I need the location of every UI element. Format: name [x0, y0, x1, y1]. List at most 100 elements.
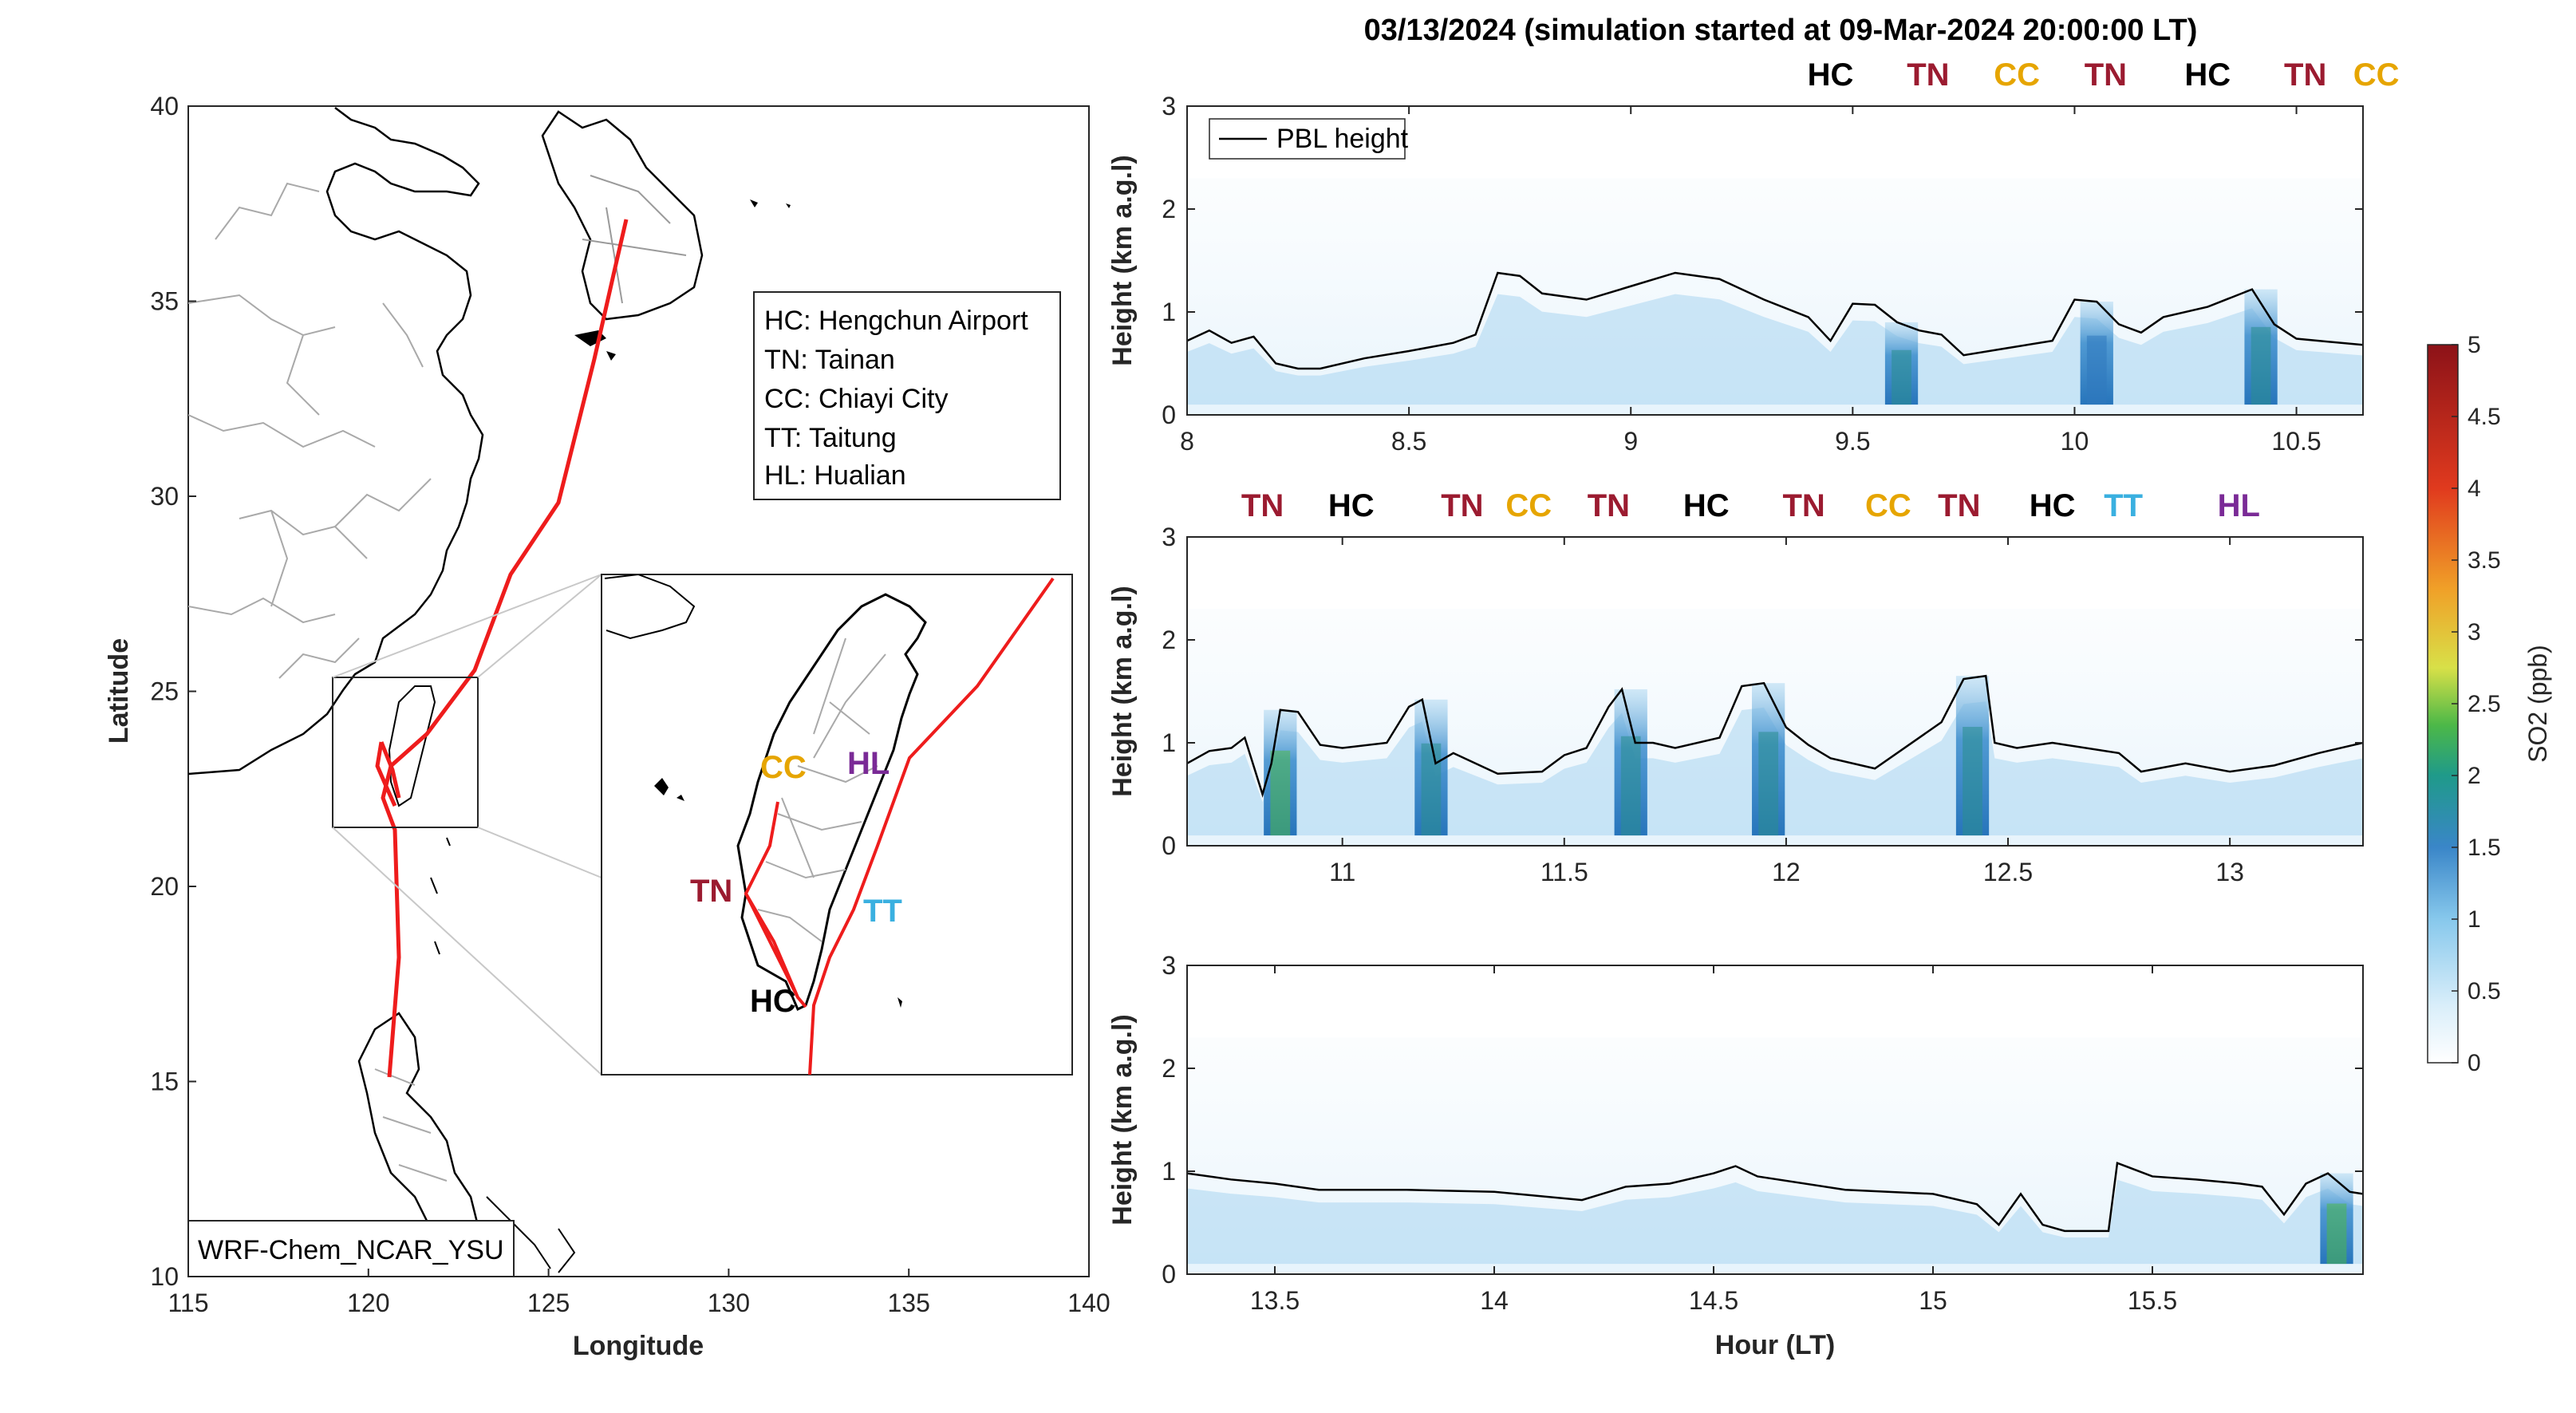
x-tick-label: 13.5	[1250, 1286, 1300, 1315]
map-x-ticks: 115 120 125 130 135 140	[168, 1269, 1110, 1317]
y-tick-label: 3	[1162, 951, 1176, 980]
site-label-cc: CC	[2353, 57, 2400, 93]
pbl-legend-label: PBL height	[1276, 124, 1409, 154]
plot-frame	[1186, 965, 2364, 1275]
pbl-height-line	[1187, 1161, 2363, 1233]
plot-frame	[1186, 536, 2364, 847]
colorbar-tick-label: 3	[2468, 619, 2481, 645]
so2-boundary-layer-field	[1187, 294, 2363, 405]
taiwan-inset-map: CC HL TN TT HC	[601, 574, 1073, 1076]
y-tick-label: 1	[1162, 1157, 1176, 1186]
site-label-hl: HL	[2218, 488, 2260, 523]
map-x-label: Longitude	[573, 1331, 704, 1361]
map-coastlines	[188, 107, 791, 1273]
y-tick-label: 3	[1162, 92, 1176, 120]
x-tick-label: 10.5	[2271, 427, 2321, 456]
x-tick-label: 12	[1772, 858, 1801, 886]
x-tick-label: 15	[1919, 1286, 1947, 1315]
x-tick-label: 8.5	[1391, 427, 1426, 456]
inset-label-tn: TN	[690, 874, 732, 909]
y-tick-label: 2	[1162, 626, 1176, 654]
figure-title: 03/13/2024 (simulation started at 09-Mar…	[1364, 14, 2198, 47]
colorbar-label: SO2 (ppb)	[2523, 645, 2552, 763]
map-x-tick-label: 120	[347, 1289, 389, 1317]
site-label-tn: TN	[1588, 488, 1630, 523]
site-label-cc: CC	[1505, 488, 1552, 523]
legend-entry-cc: CC: Chiayi City	[764, 384, 948, 414]
so2-plume-core	[1270, 750, 1291, 836]
so2-plume-core	[1620, 736, 1641, 836]
so2-plume-core	[2086, 335, 2107, 405]
colorbar: 0 0.5 1 1.5 2 2.5 3 3.5 4 4.5 5 SO2 (ppb)	[2427, 332, 2552, 1076]
x-tick-label: 14.5	[1689, 1286, 1738, 1315]
site-label-tn: TN	[1782, 488, 1825, 523]
legend-entry-tt: TT: Taitung	[764, 423, 897, 453]
map-y-tick-label: 35	[150, 287, 179, 316]
so2-plume-core	[1892, 349, 1911, 405]
so2-plume-core	[1963, 727, 1982, 836]
y-tick-label: 2	[1162, 195, 1176, 223]
colorbar-tick-label: 3.5	[2468, 547, 2501, 574]
time-height-panel-3: 13.5 14 14.5 15 15.5 0 1 2 3 Height (km a.g.l) Hou…	[1107, 951, 2364, 1360]
site-label-tn: TN	[1441, 488, 1483, 523]
colorbar-tick-label: 1	[2468, 906, 2481, 933]
y-tick-label: 2	[1162, 1054, 1176, 1083]
inset-label-hl: HL	[847, 746, 890, 781]
map-y-tick-label: 20	[150, 872, 179, 901]
map-y-label: Latitude	[104, 638, 134, 744]
x-tick-label: 9.5	[1835, 427, 1870, 456]
x-tick-label: 8	[1180, 427, 1194, 456]
y-axis-label: Height (km a.g.l)	[1107, 586, 1138, 796]
map-y-ticks: 10 15 20 25 30 35 40	[150, 92, 196, 1291]
zoom-box	[332, 677, 479, 828]
colorbar-tick-label: 1.5	[2468, 835, 2501, 861]
inset-label-cc: CC	[760, 750, 807, 785]
site-label-hc: HC	[1808, 57, 1854, 93]
colorbar-tick-label: 5	[2468, 332, 2481, 358]
colorbar-tick-label: 0	[2468, 1050, 2481, 1076]
y-tick-label: 1	[1162, 298, 1176, 326]
time-height-panel-1: 8 8.5 9 9.5 10 10.5 0 1 2 3 Height (km a.g.l) PBL h…	[1107, 57, 2400, 456]
pbl-height-line	[1187, 271, 2363, 370]
map-y-tick-label: 15	[150, 1068, 179, 1096]
y-tick-label: 0	[1162, 831, 1176, 860]
legend-entry-tn: TN: Tainan	[764, 345, 895, 375]
plot-frame	[1186, 105, 2364, 416]
map-x-tick-label: 140	[1067, 1289, 1110, 1317]
pbl-height-line	[1187, 674, 2363, 798]
x-tick-label: 14	[1480, 1286, 1509, 1315]
y-tick-label: 1	[1162, 728, 1176, 757]
site-label-tn: TN	[1907, 57, 1949, 93]
site-label-tn: TN	[1938, 488, 1980, 523]
x-tick-label: 15.5	[2128, 1286, 2177, 1315]
map-x-tick-label: 115	[168, 1289, 208, 1317]
site-label-tn: TN	[2284, 57, 2326, 93]
site-label-hc: HC	[2030, 488, 2076, 523]
x-tick-label: 9	[1623, 427, 1638, 456]
y-tick-label: 0	[1162, 1260, 1176, 1289]
inset-label-tt: TT	[863, 894, 902, 929]
map-y-tick-label: 30	[150, 482, 179, 511]
so2-plume-core	[1758, 732, 1779, 836]
map-x-tick-label: 130	[708, 1289, 750, 1317]
so2-plume-core	[2251, 326, 2271, 405]
map-y-tick-label: 10	[150, 1262, 179, 1291]
so2-plume-core	[2326, 1203, 2347, 1265]
so2-boundary-layer-field	[1187, 1179, 2363, 1265]
site-label-hc: HC	[2184, 57, 2231, 93]
site-legend: HC: Hengchun Airport TN: Tainan CC: Chia…	[753, 291, 1061, 500]
map-y-tick-label: 40	[150, 92, 179, 120]
colorbar-tick-label: 0.5	[2468, 978, 2501, 1004]
legend-entry-hl: HL: Hualian	[764, 460, 906, 491]
so2-plume-core	[1421, 743, 1442, 836]
model-label: WRF-Chem_NCAR_YSU	[198, 1235, 504, 1265]
y-tick-label: 3	[1162, 523, 1176, 551]
site-label-cc: CC	[1865, 488, 1911, 523]
x-tick-label: 11	[1329, 858, 1355, 886]
x-axis-label: Hour (LT)	[1715, 1330, 1835, 1360]
site-label-hc: HC	[1683, 488, 1730, 523]
map-x-tick-label: 135	[888, 1289, 930, 1317]
